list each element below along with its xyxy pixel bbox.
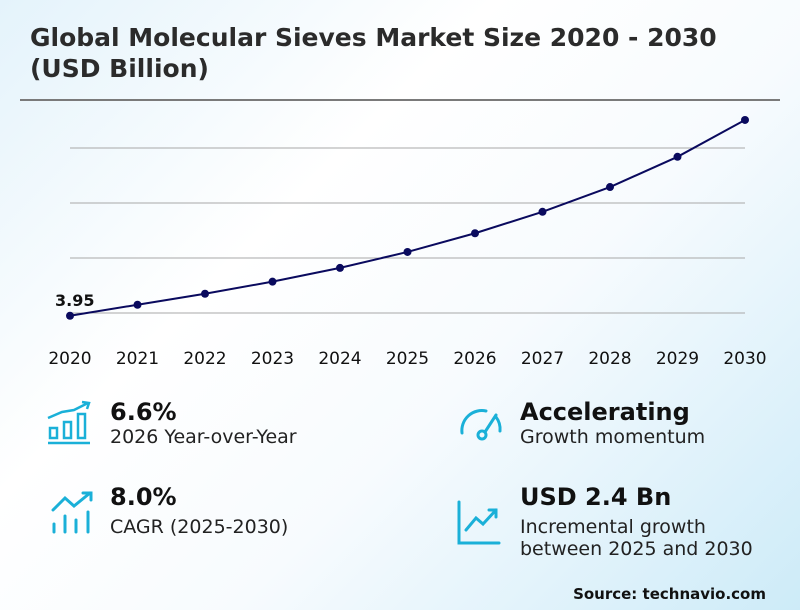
x-tick-label: 2027 <box>521 349 564 369</box>
series-line <box>69 119 746 317</box>
data-point <box>268 277 277 286</box>
x-tick-label: 2029 <box>656 349 699 369</box>
line-chart-up-icon <box>457 500 501 545</box>
stat-label: CAGR (2025-2030) <box>110 516 289 538</box>
bar-chart-growth-icon <box>47 400 91 445</box>
stat-label: Growth momentum <box>520 426 706 448</box>
x-tick-label: 2030 <box>723 349 766 369</box>
data-point <box>403 247 412 256</box>
title-divider <box>20 99 780 101</box>
stat-label: 2026 Year-over-Year <box>110 426 297 448</box>
data-point <box>66 311 74 320</box>
line-chart: 2020 2021 2022 2023 2024 2025 2026 2027 2028 2029… <box>48 115 767 369</box>
speedometer-icon <box>460 409 502 441</box>
data-point <box>336 263 344 272</box>
stat-value: 6.6% <box>110 398 177 426</box>
data-point <box>538 207 547 216</box>
stat-label: between 2025 and 2030 <box>520 538 753 560</box>
stat-value: 8.0% <box>110 483 177 511</box>
data-point <box>741 115 749 124</box>
x-tick-label: 2023 <box>251 349 294 369</box>
x-tick-label: 2026 <box>453 349 496 369</box>
stat-label: Incremental growth <box>520 516 706 538</box>
x-tick-label: 2028 <box>588 349 631 369</box>
stat-value: Accelerating <box>520 398 690 426</box>
x-tick-label: 2022 <box>183 349 226 369</box>
data-point <box>606 183 614 192</box>
x-tick-label: 2020 <box>48 349 91 369</box>
x-tick-label: 2024 <box>318 349 361 369</box>
x-tick-label: 2025 <box>386 349 429 369</box>
trend-up-bars-icon <box>51 491 93 534</box>
data-label: 3.95 <box>55 291 94 310</box>
chart-title: Global Molecular Sieves Market Size 2020… <box>30 23 717 83</box>
source-credit: Source: technavio.com <box>573 585 766 603</box>
x-tick-label: 2021 <box>116 349 159 369</box>
data-point <box>471 229 479 238</box>
data-point <box>673 152 682 161</box>
data-point <box>133 300 142 309</box>
data-point <box>201 289 209 298</box>
stat-value: USD 2.4 Bn <box>520 483 672 511</box>
